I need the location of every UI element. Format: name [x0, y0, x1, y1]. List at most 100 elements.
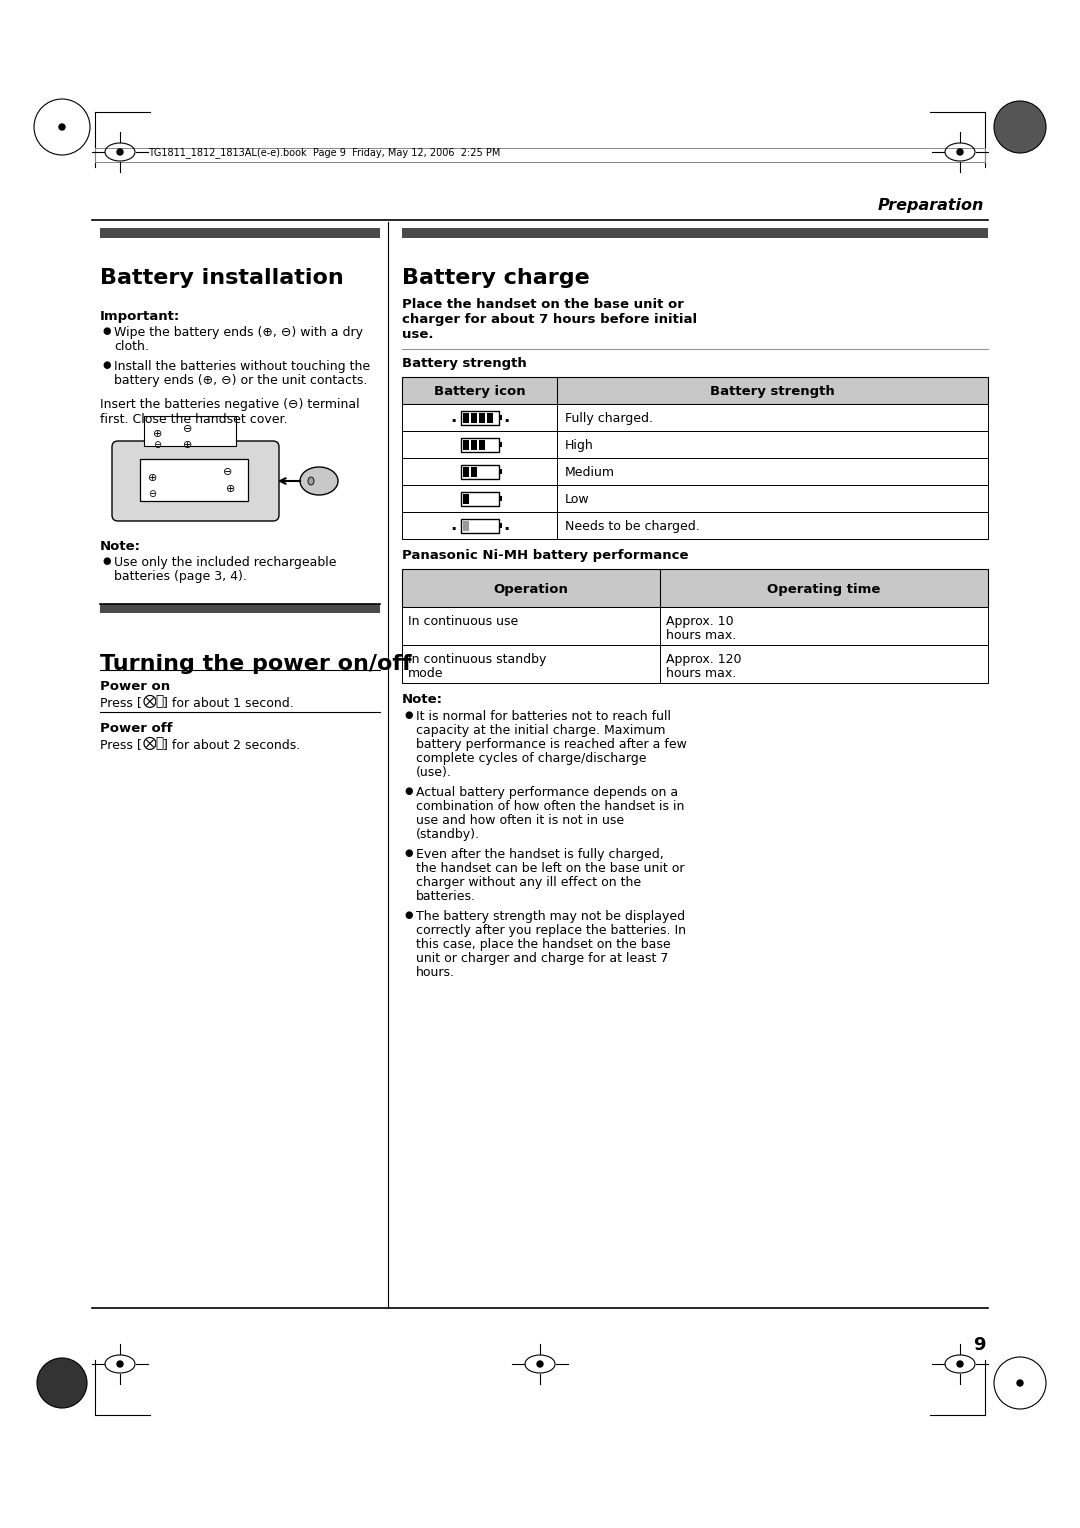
- Text: charger for about 7 hours before initial: charger for about 7 hours before initial: [402, 313, 697, 325]
- Text: ⨂ⓘ: ⨂ⓘ: [143, 694, 165, 707]
- Bar: [402, 458, 988, 484]
- Ellipse shape: [994, 1357, 1047, 1409]
- Text: Turning the power on/off: Turning the power on/off: [100, 654, 411, 674]
- Text: (standby).: (standby).: [416, 828, 480, 840]
- Bar: [499, 414, 501, 420]
- Ellipse shape: [33, 99, 90, 154]
- Circle shape: [117, 1361, 123, 1368]
- Bar: [100, 604, 380, 613]
- Bar: [402, 607, 988, 645]
- Bar: [499, 495, 501, 501]
- Text: Preparation: Preparation: [878, 199, 984, 212]
- Text: Even after the handset is fully charged,: Even after the handset is fully charged,: [416, 848, 664, 860]
- Text: ●: ●: [102, 325, 110, 336]
- Text: Low: Low: [565, 494, 590, 506]
- Text: In continuous standby: In continuous standby: [408, 652, 546, 666]
- Text: .: .: [503, 516, 510, 535]
- Bar: [140, 458, 248, 501]
- Text: ⨂ⓘ: ⨂ⓘ: [143, 736, 165, 750]
- Text: correctly after you replace the batteries. In: correctly after you replace the batterie…: [416, 924, 686, 937]
- Circle shape: [59, 124, 65, 130]
- Bar: [462, 494, 469, 504]
- Text: ⊖: ⊖: [153, 440, 161, 451]
- Text: this case, place the handset on the base: this case, place the handset on the base: [416, 938, 671, 950]
- Text: hours max.: hours max.: [666, 630, 737, 642]
- Circle shape: [117, 150, 123, 154]
- Bar: [478, 440, 485, 449]
- Bar: [402, 403, 988, 431]
- Text: ] for about 1 second.: ] for about 1 second.: [163, 695, 294, 709]
- Text: Press [: Press [: [100, 695, 141, 709]
- Text: Operation: Operation: [494, 582, 568, 596]
- Bar: [100, 228, 380, 238]
- Text: batteries (page 3, 4).: batteries (page 3, 4).: [114, 570, 247, 584]
- Text: ●: ●: [404, 785, 413, 796]
- Bar: [460, 465, 499, 478]
- Text: Panasonic Ni-MH battery performance: Panasonic Ni-MH battery performance: [402, 549, 689, 562]
- Text: the handset can be left on the base unit or: the handset can be left on the base unit…: [416, 862, 685, 876]
- Text: ⊖: ⊖: [148, 489, 157, 500]
- Text: hours.: hours.: [416, 966, 455, 979]
- Bar: [471, 466, 476, 477]
- Text: Battery icon: Battery icon: [434, 385, 525, 397]
- Bar: [460, 492, 499, 506]
- Text: In continuous use: In continuous use: [408, 614, 518, 628]
- Text: ●: ●: [404, 848, 413, 859]
- Text: Battery strength: Battery strength: [402, 358, 527, 370]
- Bar: [478, 413, 485, 423]
- Text: ] for about 2 seconds.: ] for about 2 seconds.: [163, 738, 300, 750]
- Text: Install the batteries without touching the: Install the batteries without touching t…: [114, 361, 370, 373]
- Bar: [462, 466, 469, 477]
- Circle shape: [957, 150, 963, 154]
- Text: ●: ●: [102, 556, 110, 565]
- Text: battery ends (⊕, ⊖) or the unit contacts.: battery ends (⊕, ⊖) or the unit contacts…: [114, 374, 367, 387]
- Text: use.: use.: [402, 329, 433, 341]
- Bar: [402, 568, 988, 607]
- Text: Use only the included rechargeable: Use only the included rechargeable: [114, 556, 337, 568]
- Text: use and how often it is not in use: use and how often it is not in use: [416, 814, 624, 827]
- Text: capacity at the initial charge. Maximum: capacity at the initial charge. Maximum: [416, 724, 665, 736]
- Text: ⊕: ⊕: [148, 474, 158, 483]
- Circle shape: [957, 1361, 963, 1368]
- Bar: [460, 518, 499, 532]
- Text: The battery strength may not be displayed: The battery strength may not be displaye…: [416, 911, 685, 923]
- Text: ⊕: ⊕: [226, 484, 235, 494]
- Text: combination of how often the handset is in: combination of how often the handset is …: [416, 801, 685, 813]
- Text: ⊖: ⊖: [183, 423, 192, 434]
- Bar: [402, 228, 988, 238]
- Text: Wipe the battery ends (⊕, ⊖) with a dry: Wipe the battery ends (⊕, ⊖) with a dry: [114, 325, 363, 339]
- Text: Battery charge: Battery charge: [402, 267, 590, 287]
- Text: ●: ●: [102, 361, 110, 370]
- Bar: [460, 411, 499, 425]
- Text: complete cycles of charge/discharge: complete cycles of charge/discharge: [416, 752, 647, 766]
- Text: High: High: [565, 439, 594, 452]
- Text: cloth.: cloth.: [114, 341, 149, 353]
- Text: TG1811_1812_1813AL(e-e).book  Page 9  Friday, May 12, 2006  2:25 PM: TG1811_1812_1813AL(e-e).book Page 9 Frid…: [148, 148, 500, 159]
- Text: ⊖: ⊖: [222, 468, 232, 477]
- Bar: [462, 440, 469, 449]
- Text: .: .: [503, 408, 510, 426]
- Text: batteries.: batteries.: [416, 889, 476, 903]
- Text: Battery installation: Battery installation: [100, 267, 343, 287]
- Text: Note:: Note:: [100, 539, 141, 553]
- Text: Approx. 10: Approx. 10: [666, 614, 733, 628]
- Text: Battery strength: Battery strength: [711, 385, 835, 397]
- Text: 9: 9: [973, 1335, 986, 1354]
- Ellipse shape: [300, 468, 338, 495]
- Text: ⊕: ⊕: [153, 429, 162, 439]
- Bar: [499, 469, 501, 474]
- FancyBboxPatch shape: [144, 416, 237, 446]
- Text: Place the handset on the base unit or: Place the handset on the base unit or: [402, 298, 684, 312]
- Text: charger without any ill effect on the: charger without any ill effect on the: [416, 876, 642, 889]
- Bar: [402, 512, 988, 539]
- Bar: [402, 377, 988, 403]
- Circle shape: [1017, 1380, 1023, 1386]
- Bar: [462, 413, 469, 423]
- Text: Operating time: Operating time: [767, 582, 880, 596]
- Text: Medium: Medium: [565, 466, 615, 478]
- Bar: [402, 484, 988, 512]
- Ellipse shape: [308, 477, 314, 484]
- Text: ●: ●: [404, 911, 413, 920]
- Ellipse shape: [994, 101, 1047, 153]
- Bar: [402, 431, 988, 458]
